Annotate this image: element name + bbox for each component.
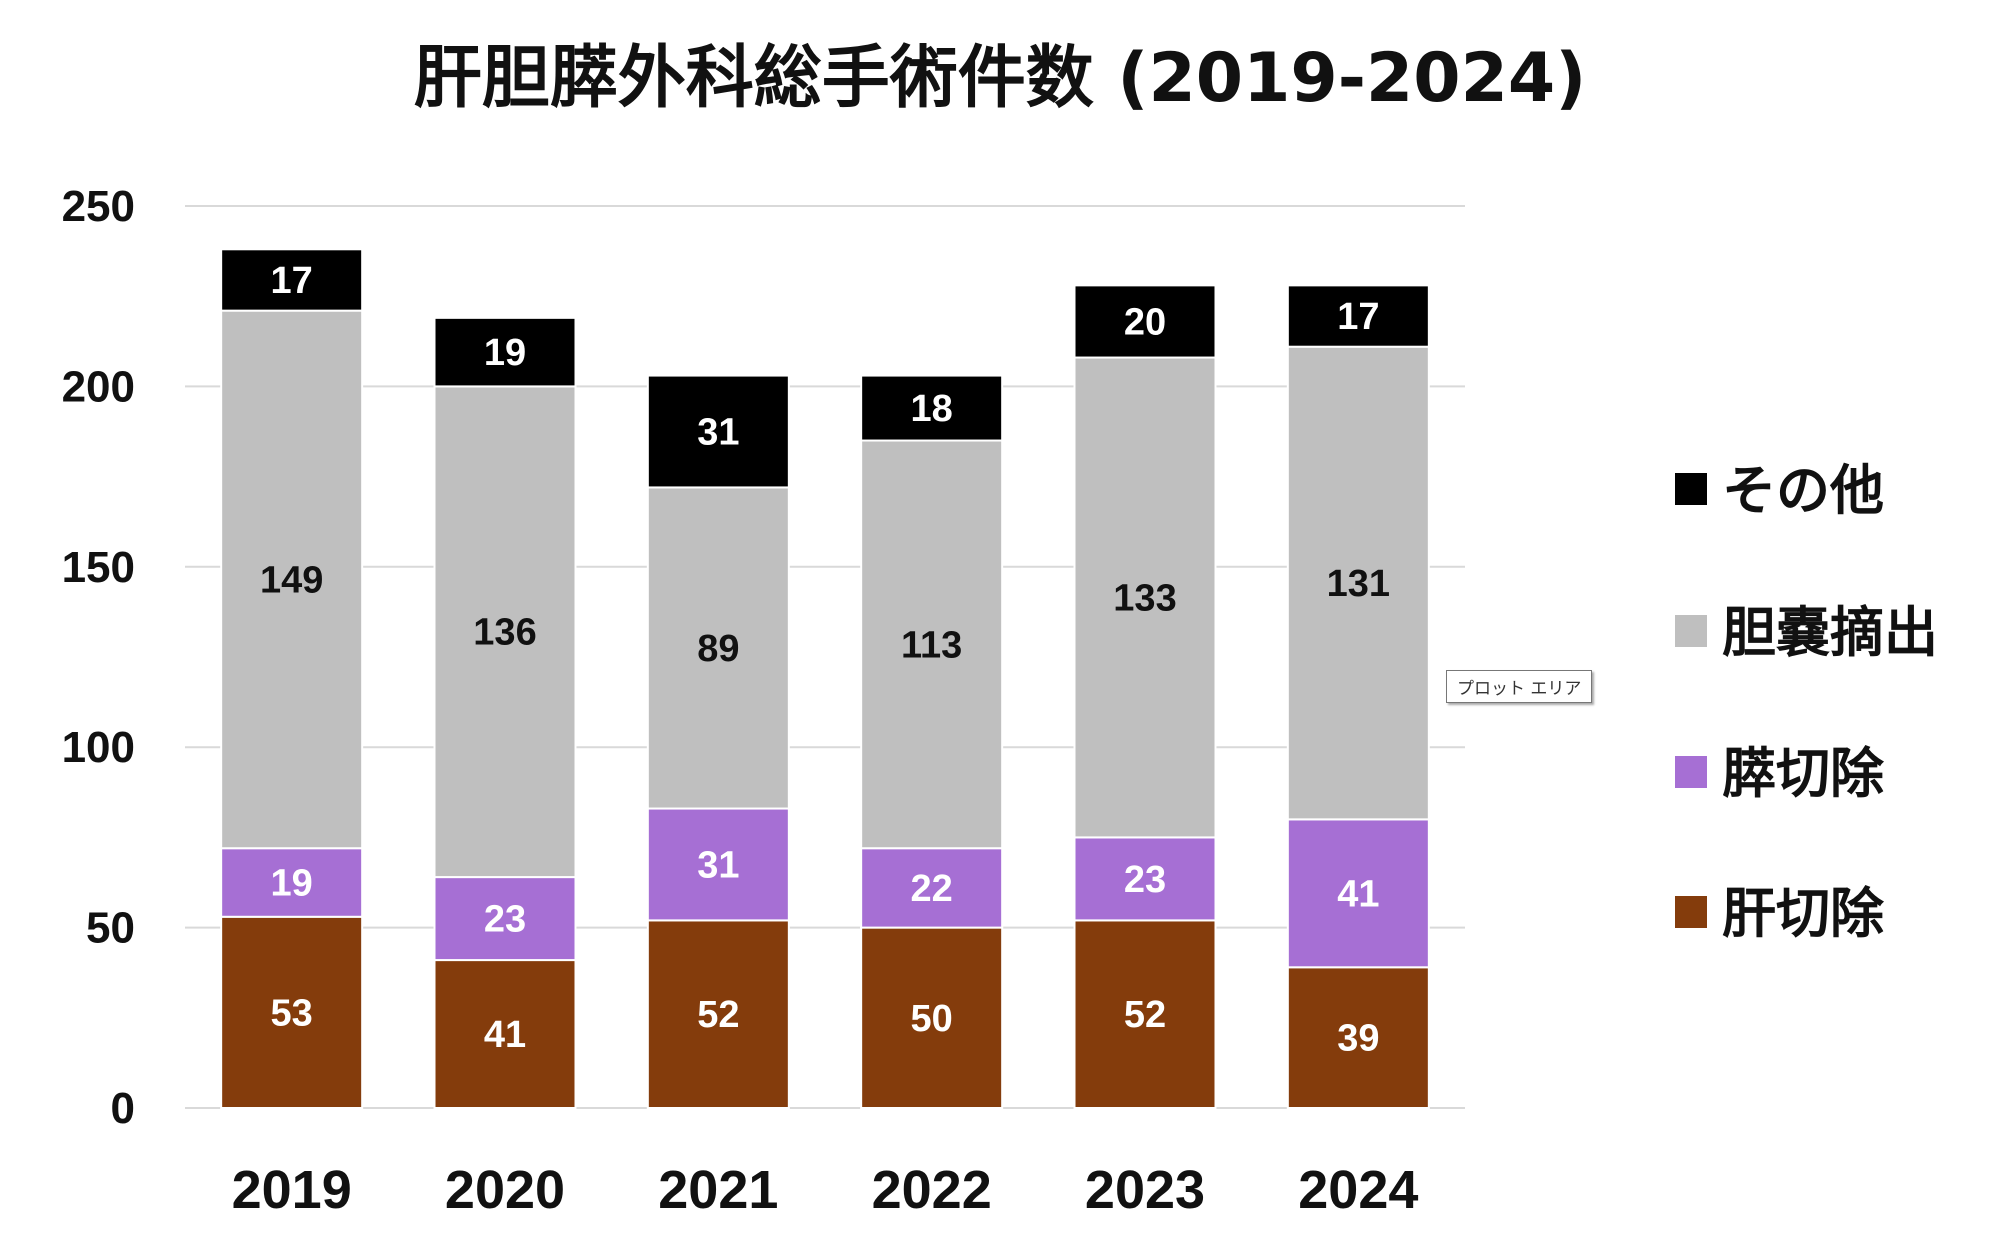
bar-segment	[1073, 836, 1217, 922]
gridlines	[185, 205, 1465, 1109]
data-label: 18	[911, 388, 953, 430]
bar-segment	[860, 847, 1004, 929]
x-tick-label: 2020	[445, 1160, 565, 1220]
y-tick-label: 0	[111, 1084, 135, 1133]
bar-segment	[860, 926, 1004, 1109]
legend-swatch	[1675, 615, 1707, 647]
y-tick-label: 50	[86, 904, 135, 953]
data-label: 50	[911, 998, 953, 1040]
legend-label: その他	[1722, 459, 1884, 522]
legend-swatch	[1675, 896, 1707, 928]
data-label: 39	[1337, 1018, 1379, 1060]
legend-label: 膵切除	[1722, 742, 1885, 805]
legend-swatch	[1675, 473, 1707, 505]
x-tick-label: 2023	[1085, 1160, 1205, 1220]
data-label: 52	[1124, 994, 1166, 1036]
bar-segment	[860, 439, 1004, 850]
y-tick-label: 250	[62, 182, 135, 231]
bar-segment	[1073, 284, 1217, 359]
data-label: 131	[1327, 563, 1390, 605]
data-label: 17	[271, 260, 313, 302]
bar-segment	[860, 374, 1004, 442]
x-tick-label: 2019	[232, 1160, 352, 1220]
y-axis-ticks: 0 50 100 150 200 250	[62, 182, 135, 1133]
x-tick-label: 2022	[872, 1160, 992, 1220]
x-axis-ticks: 2019 2020 2021 2022 2023 2024	[232, 1160, 1419, 1220]
data-label: 136	[473, 612, 536, 654]
bar-segment	[646, 374, 790, 489]
y-tick-label: 150	[62, 543, 135, 592]
bar-segment	[1286, 284, 1430, 348]
bar-segment	[1286, 818, 1430, 969]
data-label: 31	[697, 412, 739, 454]
x-tick-label: 2021	[658, 1160, 778, 1220]
chart-title: 肝胆膵外科総手術件数 (2019-2024)	[413, 39, 1587, 118]
bar-segment	[220, 309, 364, 850]
data-label: 133	[1113, 577, 1176, 619]
data-label: 22	[911, 868, 953, 910]
legend-label: 肝切除	[1722, 882, 1885, 945]
legend-swatch	[1675, 756, 1707, 788]
bar-segment	[1073, 356, 1217, 839]
bar-segment	[646, 807, 790, 922]
bar-segment	[220, 915, 364, 1109]
data-label: 23	[1124, 859, 1166, 901]
data-label: 19	[271, 863, 313, 905]
data-label: 113	[901, 624, 962, 666]
data-label: 17	[1337, 296, 1379, 338]
bar-segment	[220, 847, 364, 918]
bar-segment	[220, 248, 364, 312]
data-label: 149	[260, 559, 323, 601]
x-tick-label: 2024	[1298, 1160, 1418, 1220]
bar-segment	[433, 316, 577, 388]
data-label: 31	[697, 844, 739, 886]
data-label: 53	[271, 992, 313, 1034]
data-label: 19	[484, 332, 526, 374]
data-label: 23	[484, 899, 526, 941]
plot-area-tooltip: プロット エリア	[1446, 670, 1593, 703]
data-label: 20	[1124, 301, 1166, 343]
data-label: 52	[697, 994, 739, 1036]
y-tick-label: 200	[62, 362, 135, 411]
legend-label: 胆嚢摘出	[1722, 601, 1938, 664]
bar-segment	[646, 919, 790, 1109]
bar-segment	[1073, 919, 1217, 1109]
data-label: 89	[697, 628, 739, 670]
bars: 53 19 149 17 41 23 136 19 52 31 89 31 50 22 113 18 52 23 1…	[220, 248, 1430, 1110]
data-label: 41	[1337, 873, 1379, 915]
data-label: 41	[484, 1014, 526, 1056]
bar-segment	[1286, 345, 1430, 821]
bar-segment	[433, 959, 577, 1110]
bar-segment	[1286, 966, 1430, 1110]
bar-segment	[433, 876, 577, 962]
y-tick-label: 100	[62, 723, 135, 772]
